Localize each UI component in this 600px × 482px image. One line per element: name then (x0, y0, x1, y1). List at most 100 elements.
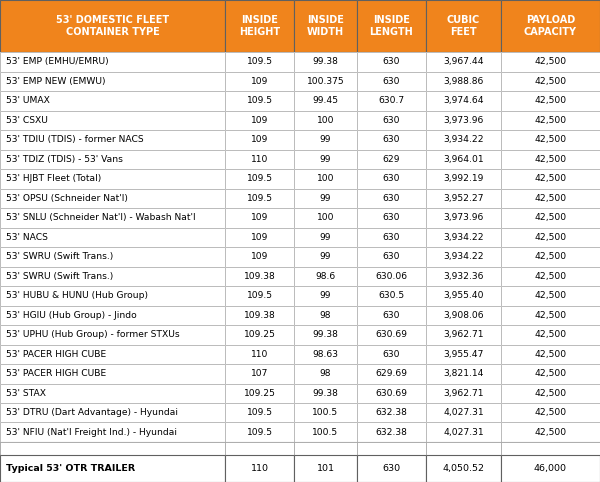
Bar (225, 423, 294, 442)
Text: 630.06: 630.06 (376, 272, 407, 281)
Bar (225, 286, 294, 306)
Bar (225, 71, 294, 91)
Bar (294, 325, 357, 345)
Bar (426, 267, 501, 286)
Text: 100.5: 100.5 (313, 408, 338, 417)
Text: 100.5: 100.5 (313, 428, 338, 437)
Bar (225, 169, 294, 188)
Bar (426, 52, 501, 71)
Bar (357, 130, 426, 149)
Bar (0, 306, 225, 325)
Text: 3,988.86: 3,988.86 (443, 77, 484, 86)
Bar (357, 169, 426, 188)
Text: Typical 53' OTR TRAILER: Typical 53' OTR TRAILER (6, 464, 135, 473)
Bar (426, 267, 501, 286)
Bar (294, 169, 357, 188)
Bar (225, 188, 294, 208)
Bar (225, 149, 294, 169)
Text: 100: 100 (317, 213, 334, 222)
Bar (357, 345, 426, 364)
Bar (225, 130, 294, 149)
Text: 53' OPSU (Schneider Nat'l): 53' OPSU (Schneider Nat'l) (6, 194, 128, 203)
Bar (501, 0, 600, 52)
Bar (501, 267, 600, 286)
Bar (225, 0, 294, 52)
Text: 100: 100 (317, 116, 334, 125)
Bar (426, 423, 501, 442)
Bar (501, 442, 600, 455)
Bar (501, 403, 600, 423)
Text: 99.45: 99.45 (313, 96, 338, 105)
Bar (501, 149, 600, 169)
Bar (0, 208, 225, 228)
Bar (501, 455, 600, 482)
Bar (426, 455, 501, 482)
Text: 4,027.31: 4,027.31 (443, 428, 484, 437)
Bar (426, 345, 501, 364)
Bar (357, 267, 426, 286)
Text: 42,500: 42,500 (535, 369, 566, 378)
Bar (294, 306, 357, 325)
Bar (294, 267, 357, 286)
Bar (426, 286, 501, 306)
Bar (426, 149, 501, 169)
Bar (225, 188, 294, 208)
Bar (426, 442, 501, 455)
Bar (294, 188, 357, 208)
Bar (0, 0, 225, 52)
Bar (357, 325, 426, 345)
Bar (501, 345, 600, 364)
Bar (501, 208, 600, 228)
Text: 53' HGIU (Hub Group) - Jindo: 53' HGIU (Hub Group) - Jindo (6, 311, 137, 320)
Bar (225, 267, 294, 286)
Bar (0, 228, 225, 247)
Text: 109: 109 (251, 213, 268, 222)
Text: 629.69: 629.69 (376, 369, 407, 378)
Bar (294, 442, 357, 455)
Bar (225, 384, 294, 403)
Bar (357, 364, 426, 384)
Bar (426, 0, 501, 52)
Bar (0, 110, 225, 130)
Bar (357, 286, 426, 306)
Text: 99: 99 (320, 291, 331, 300)
Text: 630: 630 (383, 350, 400, 359)
Text: 53' TDIZ (TDIS) - 53' Vans: 53' TDIZ (TDIS) - 53' Vans (6, 155, 123, 164)
Bar (0, 188, 225, 208)
Bar (0, 364, 225, 384)
Bar (294, 130, 357, 149)
Bar (0, 325, 225, 345)
Text: 3,821.14: 3,821.14 (443, 369, 484, 378)
Bar (225, 345, 294, 364)
Text: 109.25: 109.25 (244, 389, 275, 398)
Bar (501, 71, 600, 91)
Bar (0, 384, 225, 403)
Bar (294, 286, 357, 306)
Text: 53' SWRU (Swift Trans.): 53' SWRU (Swift Trans.) (6, 252, 113, 261)
Bar (501, 71, 600, 91)
Bar (426, 228, 501, 247)
Text: 110: 110 (251, 155, 268, 164)
Bar (225, 345, 294, 364)
Bar (426, 247, 501, 267)
Text: 3,964.01: 3,964.01 (443, 155, 484, 164)
Bar (426, 169, 501, 188)
Bar (426, 91, 501, 110)
Text: 53' PACER HIGH CUBE: 53' PACER HIGH CUBE (6, 350, 106, 359)
Bar (225, 169, 294, 188)
Bar (501, 52, 600, 71)
Text: 53' HJBT Fleet (Total): 53' HJBT Fleet (Total) (6, 174, 101, 183)
Text: 42,500: 42,500 (535, 155, 566, 164)
Bar (357, 455, 426, 482)
Bar (0, 228, 225, 247)
Bar (426, 403, 501, 423)
Bar (357, 0, 426, 52)
Bar (294, 0, 357, 52)
Text: 3,908.06: 3,908.06 (443, 311, 484, 320)
Text: CUBIC
FEET: CUBIC FEET (447, 15, 480, 37)
Bar (426, 325, 501, 345)
Text: 630: 630 (382, 464, 401, 473)
Text: 630: 630 (383, 77, 400, 86)
Bar (426, 188, 501, 208)
Text: 42,500: 42,500 (535, 330, 566, 339)
